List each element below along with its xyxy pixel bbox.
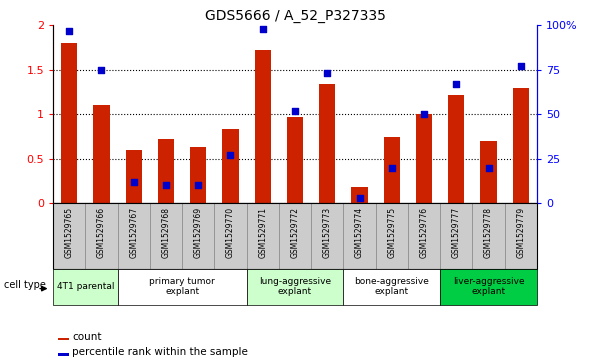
Bar <box>448 95 464 203</box>
Text: GSM1529779: GSM1529779 <box>516 207 525 258</box>
Bar <box>150 203 182 269</box>
Bar <box>53 269 117 305</box>
Bar <box>343 203 376 269</box>
Bar <box>513 87 529 203</box>
Text: GSM1529773: GSM1529773 <box>323 207 332 258</box>
Point <box>161 183 171 188</box>
Bar <box>93 105 110 203</box>
Point <box>323 70 332 76</box>
Bar <box>287 117 303 203</box>
Text: GSM1529769: GSM1529769 <box>194 207 203 258</box>
Bar <box>416 114 432 203</box>
Bar <box>190 147 206 203</box>
Text: GSM1529776: GSM1529776 <box>419 207 428 258</box>
Bar <box>440 269 537 305</box>
Text: GSM1529770: GSM1529770 <box>226 207 235 258</box>
Bar <box>247 203 279 269</box>
Text: GSM1529771: GSM1529771 <box>258 207 267 257</box>
Bar <box>311 203 343 269</box>
Bar <box>126 150 142 203</box>
Text: percentile rank within the sample: percentile rank within the sample <box>73 347 248 357</box>
Point <box>516 64 526 69</box>
Text: GSM1529772: GSM1529772 <box>290 207 300 257</box>
Text: GSM1529775: GSM1529775 <box>387 207 396 258</box>
Bar <box>440 203 473 269</box>
Text: GSM1529765: GSM1529765 <box>65 207 74 258</box>
Point <box>387 165 396 171</box>
Text: GSM1529777: GSM1529777 <box>452 207 461 258</box>
Text: GSM1529774: GSM1529774 <box>355 207 364 258</box>
Bar <box>117 269 247 305</box>
Text: bone-aggressive
explant: bone-aggressive explant <box>355 277 429 297</box>
Bar <box>343 269 440 305</box>
Bar <box>58 353 68 356</box>
Text: 4T1 parental: 4T1 parental <box>57 282 114 291</box>
Point <box>451 81 461 87</box>
Point <box>97 67 106 73</box>
Bar <box>53 203 86 269</box>
Point <box>355 195 364 201</box>
Bar <box>279 203 311 269</box>
Text: lung-aggressive
explant: lung-aggressive explant <box>259 277 331 297</box>
Point <box>64 28 74 34</box>
Bar <box>319 84 335 203</box>
Point <box>419 111 429 117</box>
Bar <box>61 43 77 203</box>
Bar <box>117 203 150 269</box>
Text: primary tumor
explant: primary tumor explant <box>149 277 215 297</box>
Text: GSM1529768: GSM1529768 <box>162 207 171 257</box>
Bar <box>222 129 238 203</box>
Bar <box>214 203 247 269</box>
Bar <box>384 136 400 203</box>
Bar <box>352 187 368 203</box>
Point <box>226 152 235 158</box>
Bar <box>376 203 408 269</box>
Point <box>484 165 493 171</box>
Point <box>290 108 300 114</box>
Text: cell type: cell type <box>4 280 46 290</box>
Bar <box>86 203 117 269</box>
Bar <box>473 203 504 269</box>
Title: GDS5666 / A_52_P327335: GDS5666 / A_52_P327335 <box>205 9 385 23</box>
Point <box>129 179 139 185</box>
Bar <box>480 141 497 203</box>
Bar <box>255 50 271 203</box>
Bar <box>504 203 537 269</box>
Bar <box>182 203 214 269</box>
Text: GSM1529766: GSM1529766 <box>97 207 106 258</box>
Bar <box>408 203 440 269</box>
Point <box>258 26 267 32</box>
Text: liver-aggressive
explant: liver-aggressive explant <box>453 277 525 297</box>
Bar <box>158 139 174 203</box>
Bar <box>247 269 343 305</box>
Text: count: count <box>73 332 102 342</box>
Bar <box>58 338 68 340</box>
Text: GSM1529767: GSM1529767 <box>129 207 138 258</box>
Point <box>194 183 203 188</box>
Text: GSM1529778: GSM1529778 <box>484 207 493 257</box>
